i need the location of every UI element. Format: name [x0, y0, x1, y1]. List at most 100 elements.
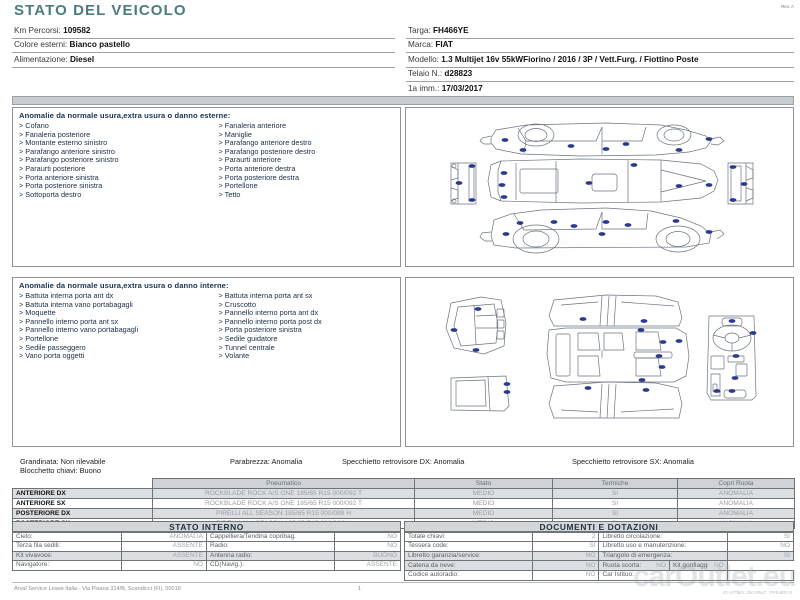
info-label: Telaio N.:	[408, 69, 443, 78]
external-anomalies-left-column: Cofano Fanaleria posteriore Montante est…	[19, 121, 210, 200]
field-value: NO	[532, 570, 600, 581]
table-row: Libretto garanzia/service: NO Triangolo …	[403, 550, 795, 562]
tyre-stato: MEDIO	[414, 488, 553, 499]
list-item: Sottoporta destro	[19, 190, 210, 200]
table-row: Terza fila sedili: ASSENTE Radio: NO	[12, 541, 401, 552]
info-label: Km Percorsi:	[14, 25, 61, 35]
documenti-title: DOCUMENTI E DOTAZIONI	[404, 521, 794, 532]
list-item: Porta posteriore destra	[219, 173, 401, 183]
info-value: 1.3 Multijet 16v 55kWFiorino / 2016 / 3P…	[441, 54, 699, 64]
status-parabrezza: Parabrezza: Anomalia	[230, 457, 303, 466]
page-title: STATO DEL VEICOLO	[14, 2, 187, 19]
field-label: Kit vivavoce:	[12, 550, 122, 562]
field-value: NO	[532, 550, 600, 562]
tyre-termiche: SI	[552, 488, 678, 499]
field-value: SI	[726, 550, 795, 562]
table-row: POSTERIORE DX PIRELLI ALL SEASON 185/65 …	[12, 508, 795, 519]
list-item: Fanaleria anteriore	[219, 121, 401, 131]
field-value: BUONO	[334, 550, 401, 562]
field-label: Navigatore:	[12, 560, 122, 571]
info-value: d28823	[444, 69, 473, 78]
list-item: Battuta interna porta ant dx	[19, 291, 210, 301]
field-label: Catena da neve:	[403, 560, 534, 572]
info-label: Alimentazione:	[14, 54, 68, 64]
section-divider-bar-top	[12, 96, 794, 105]
vehicle-info-left: Km Percorsi: 109582 Colore esterni: Bian…	[12, 24, 395, 68]
tyre-pneumatico: ROCKBLADE ROCK A/S ONE 185/65 R15 000/09…	[152, 498, 415, 509]
tyre-header-stato: Stato	[414, 478, 553, 489]
damage-marker-group	[450, 307, 757, 394]
field-value: SI	[532, 541, 600, 552]
list-item: Vano porta oggetti	[19, 352, 210, 361]
list-item: Parafango anteriore destro	[219, 139, 401, 148]
damage-marker-group	[455, 137, 748, 236]
list-item: Porta anteriore destra	[219, 164, 401, 174]
field-value: ANOMALIA	[120, 531, 207, 543]
table-row-split: Catena da neve: NO Ruota scorta: NO Kit …	[403, 560, 794, 572]
list-item: Montante esterno sinistro	[19, 139, 210, 148]
field-label: Antenna radio:	[205, 550, 336, 562]
footer-page-number: 1	[358, 586, 362, 592]
field-label: Kit gonfiaggio:	[669, 561, 708, 570]
info-value: Diesel	[69, 54, 95, 64]
list-item: Sedile guidatore	[219, 334, 401, 344]
info-row-telaio: Telaio N.: d28823	[406, 68, 794, 82]
exterior-damage-diagram	[405, 107, 794, 267]
field-label: Radio:	[205, 541, 336, 552]
list-item: Portellone	[19, 334, 210, 344]
info-value: FH466YE	[433, 25, 469, 35]
field-value: NO	[707, 561, 727, 570]
field-value: SI	[726, 531, 795, 543]
table-row: Navigatore: NO CD(Navig.): ASSENTE	[12, 560, 401, 571]
field-value: ASSENTE	[120, 541, 207, 552]
tyre-termiche: SI	[552, 508, 678, 519]
list-item: Parafango posteriore sinistro	[19, 156, 210, 165]
tyre-header-copri-ruota: Copri Ruota	[677, 478, 795, 489]
list-item: Porta posteriore sinistra	[219, 326, 401, 335]
field-value: NO	[647, 561, 670, 570]
stato-interno-section: STATO INTERNO Cielo: ANOMALIA Cappellier…	[12, 521, 401, 571]
list-item: Battuta interna vano portabagagli	[19, 300, 210, 310]
list-item: Fanaleria posteriore	[19, 130, 210, 140]
field-value: 2	[532, 531, 600, 543]
info-value: Bianco pastello	[69, 40, 131, 49]
info-label: Colore esterni:	[14, 40, 68, 49]
list-item: Volante	[219, 352, 401, 361]
field-label: Libretto circolazione:	[598, 531, 728, 543]
external-anomalies-right-column: Fanaleria anteriore Maniglie Parafango a…	[210, 121, 401, 200]
tyre-stato: MEDIO	[414, 508, 553, 519]
tyre-pneumatico: ROCKBLADE ROCK A/S ONE 185/65 R15 000/09…	[152, 488, 415, 499]
tyre-header-blank	[12, 478, 153, 489]
list-item: Moquette	[19, 309, 210, 318]
list-item: Pannello interno vano portabagagli	[19, 326, 210, 335]
table-row: ANTERIORE DX ROCKBLADE ROCK A/S ONE 185/…	[12, 488, 795, 499]
list-item: Pannello interno porta ant sx	[19, 317, 210, 327]
field-label: Cappelliera/Tendina copribag.	[205, 531, 336, 543]
table-row: Cielo: ANOMALIA Cappelliera/Tendina copr…	[12, 531, 401, 543]
table-row: Totale chiavi: 2 Libretto circolazione: …	[403, 531, 795, 543]
field-label: Triangolo di emergenza:	[598, 550, 728, 562]
list-item: Parafango posteriore destro	[219, 147, 401, 157]
status-specchietto-sx: Specchietto retrovisore SX: Anomalia	[572, 457, 695, 466]
info-row-alimentazione: Alimentazione: Diesel	[12, 53, 395, 68]
list-item: Tunnel centrale	[219, 343, 401, 353]
field-value	[726, 570, 795, 581]
table-header-row: Pneumatico Stato Termiche Copri Ruota	[12, 478, 795, 489]
list-item: Parafango anteriore sinistro	[19, 147, 210, 157]
list-item: Maniglie	[219, 130, 401, 140]
list-item: Tetto	[219, 190, 401, 200]
info-value: 109582	[63, 25, 91, 35]
field-label: Codice autoradio:	[403, 570, 534, 581]
info-value: FIAT	[435, 40, 453, 49]
list-item: Cruscotto	[219, 300, 401, 310]
table-row: Tessera code: SI Libretto uso e manutenz…	[403, 541, 795, 552]
list-item: Battuta interna porta ant sx	[219, 291, 401, 301]
tyre-copri-ruota: ANOMALIA	[677, 508, 795, 519]
status-specchietto-dx: Specchietto retrovisore DX: Anomalia	[342, 457, 465, 466]
info-label: Modello:	[408, 54, 439, 64]
interior-damage-diagram	[405, 277, 794, 447]
field-value: ASSENTE	[334, 560, 401, 571]
tyre-header-pneumatico: Pneumatico	[152, 478, 415, 489]
info-label: Targa:	[408, 25, 431, 35]
